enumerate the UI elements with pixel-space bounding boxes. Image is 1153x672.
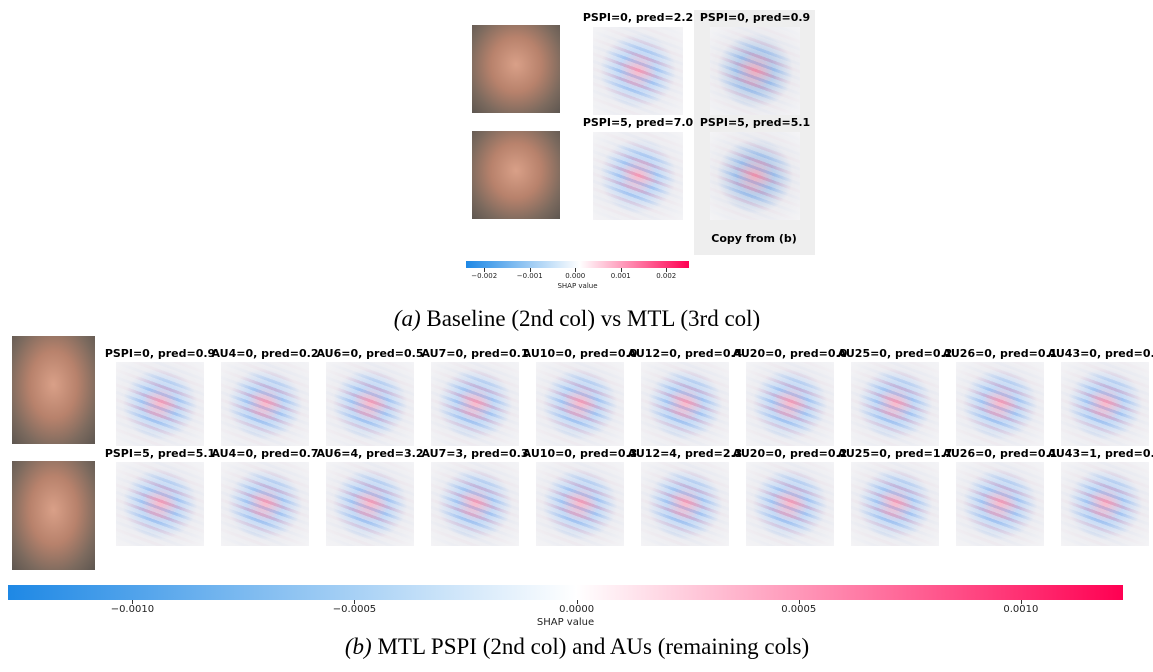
heatmap-title: PSPI=5, pred=5.1	[700, 116, 810, 129]
shap-heatmap	[956, 362, 1044, 446]
colorbar-label: SHAP value	[557, 282, 597, 290]
shap-heatmap	[116, 462, 204, 546]
colorbar-tick-label: 0.0000	[559, 604, 594, 615]
shap-heatmap	[1061, 362, 1149, 446]
colorbar-tick-label: −0.001	[517, 272, 543, 280]
heatmap-title: PSPI=5, pred=7.0	[583, 116, 693, 129]
caption-text: MTL PSPI (2nd col) and AUs (remaining co…	[377, 634, 809, 659]
shap-heatmap	[536, 462, 624, 546]
heatmap-title: AU10=0, pred=0.0	[523, 347, 638, 360]
colorbar-tick-label: 0.002	[656, 272, 676, 280]
colorbar-tick-label: 0.0010	[1003, 604, 1038, 615]
colorbar	[8, 585, 1123, 600]
shap-heatmap	[116, 362, 204, 446]
shap-heatmap	[221, 462, 309, 546]
shap-heatmap	[431, 362, 519, 446]
heatmap-title: PSPI=0, pred=2.2	[583, 11, 693, 24]
face-image	[12, 336, 95, 444]
shap-heatmap	[593, 27, 683, 115]
shap-heatmap	[1061, 462, 1149, 546]
face-image	[12, 461, 95, 570]
shap-heatmap	[326, 462, 414, 546]
shap-heatmap	[326, 362, 414, 446]
heatmap-title: AU43=0, pred=0.0	[1048, 347, 1153, 360]
heatmap-title: AU6=0, pred=0.5	[317, 347, 424, 360]
note: Copy from (b)	[711, 232, 797, 245]
shap-heatmap	[536, 362, 624, 446]
heatmap-title: AU20=0, pred=0.0	[733, 347, 848, 360]
shap-heatmap	[956, 462, 1044, 546]
heatmap-title: AU25=0, pred=0.2	[838, 347, 953, 360]
heatmap-title: AU43=1, pred=0.6	[1048, 447, 1153, 460]
colorbar-tick-label: 0.000	[565, 272, 585, 280]
shap-heatmap	[746, 462, 834, 546]
heatmap-title: AU20=0, pred=0.2	[733, 447, 848, 460]
heatmap-title: AU25=0, pred=1.7	[838, 447, 953, 460]
shap-heatmap	[641, 462, 729, 546]
heatmap-title: AU26=0, pred=0.1	[943, 447, 1058, 460]
shap-heatmap	[746, 362, 834, 446]
shap-heatmap	[851, 362, 939, 446]
shap-heatmap	[851, 462, 939, 546]
caption-tag: (a)	[394, 306, 421, 331]
shap-heatmap	[641, 362, 729, 446]
heatmap-title: AU4=0, pred=0.2	[212, 347, 319, 360]
shap-heatmap	[593, 132, 683, 220]
heatmap-title: AU26=0, pred=0.1	[943, 347, 1058, 360]
colorbar-tick-label: 0.001	[611, 272, 631, 280]
figure: Copy from (b) PSPI=0, pred=2.2 PSPI=0, pr…	[0, 0, 1153, 672]
heatmap-title: PSPI=0, pred=0.9	[105, 347, 215, 360]
colorbar-tick-label: 0.0005	[781, 604, 816, 615]
heatmap-title: AU7=3, pred=0.3	[422, 447, 529, 460]
caption-tag: (b)	[345, 634, 372, 659]
colorbar-tick-label: −0.0005	[333, 604, 376, 615]
caption: (a) Baseline (2nd col) vs MTL (3rd col)	[394, 306, 760, 332]
shap-heatmap	[221, 362, 309, 446]
heatmap-title: AU12=0, pred=0.4	[628, 347, 743, 360]
heatmap-title: AU6=4, pred=3.2	[317, 447, 424, 460]
colorbar-tick-label: −0.0010	[111, 604, 154, 615]
heatmap-title: AU7=0, pred=0.1	[422, 347, 529, 360]
shap-heatmap	[710, 27, 800, 115]
heatmap-title: AU12=4, pred=2.3	[628, 447, 743, 460]
caption: (b) MTL PSPI (2nd col) and AUs (remainin…	[345, 634, 809, 660]
heatmap-title: PSPI=5, pred=5.1	[105, 447, 215, 460]
caption-text: Baseline (2nd col) vs MTL (3rd col)	[426, 306, 760, 331]
face-image	[472, 25, 560, 113]
colorbar-label: SHAP value	[537, 617, 594, 628]
face-image	[472, 131, 560, 219]
shap-heatmap	[710, 132, 800, 220]
shap-heatmap	[431, 462, 519, 546]
heatmap-title: PSPI=0, pred=0.9	[700, 11, 810, 24]
colorbar-tick-label: −0.002	[471, 272, 497, 280]
colorbar	[466, 261, 689, 268]
heatmap-title: AU10=0, pred=0.3	[523, 447, 638, 460]
heatmap-title: AU4=0, pred=0.7	[212, 447, 319, 460]
